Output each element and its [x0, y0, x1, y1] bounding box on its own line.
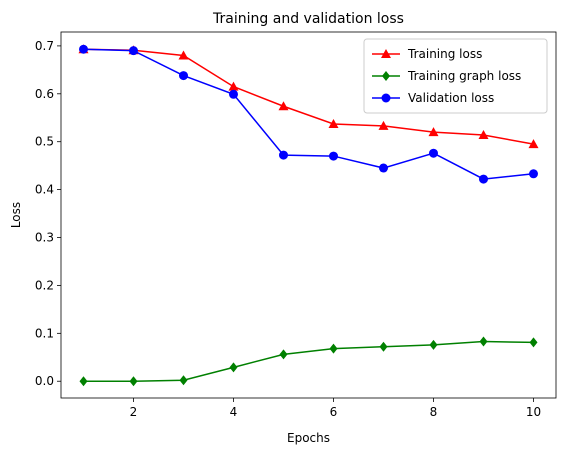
x-tick-label: 4 — [230, 405, 238, 419]
legend-marker — [382, 71, 390, 81]
data-point — [529, 337, 538, 348]
x-ticks: 2 4 6 8 10 — [130, 398, 541, 419]
data-point — [79, 44, 88, 54]
data-point — [328, 118, 339, 128]
legend-item: Validation loss — [372, 91, 494, 105]
data-point — [429, 148, 438, 158]
legend-label: Validation loss — [408, 91, 494, 105]
y-tick-label: 0.1 — [35, 326, 54, 340]
series-validation-loss — [79, 44, 538, 184]
legend-item: Training loss — [372, 47, 482, 61]
data-point — [528, 139, 539, 149]
data-point — [229, 362, 238, 373]
legend-box — [363, 38, 548, 114]
y-tick-label: 0.0 — [35, 374, 54, 388]
data-point — [329, 151, 338, 161]
series-line — [83, 48, 534, 180]
data-point — [229, 89, 238, 99]
y-tick-label: 0.5 — [35, 135, 54, 149]
data-point — [129, 376, 138, 387]
legend-item: Training graph loss — [372, 69, 521, 83]
data-point — [79, 376, 88, 387]
data-point — [278, 101, 289, 111]
data-point — [179, 71, 188, 81]
data-point — [529, 169, 538, 179]
legend-marker — [381, 93, 391, 103]
x-tick-label: 6 — [330, 405, 338, 419]
y-tick-label: 0.3 — [35, 231, 54, 245]
data-point — [279, 150, 288, 160]
plot-layer — [78, 44, 539, 387]
x-tick-label: 8 — [430, 405, 438, 419]
series-line — [83, 340, 534, 382]
series-training-graph-loss — [79, 336, 538, 387]
legend-label: Training graph loss — [407, 69, 521, 83]
y-tick-label: 0.7 — [35, 39, 54, 53]
legend-marker — [381, 49, 391, 58]
y-tick-label: 0.4 — [35, 183, 54, 197]
data-point — [228, 81, 239, 91]
data-point — [279, 349, 288, 360]
legend-label: Training loss — [407, 47, 482, 61]
data-point — [479, 174, 488, 184]
data-point — [478, 129, 489, 139]
y-tick-label: 0.2 — [35, 278, 54, 292]
data-point — [479, 336, 488, 347]
data-point — [178, 50, 189, 60]
data-point — [179, 375, 188, 386]
plot-frame — [60, 31, 557, 399]
series-line — [83, 48, 534, 145]
y-axis-label: Loss — [9, 202, 23, 228]
data-point — [129, 46, 138, 56]
data-point — [429, 339, 438, 350]
data-point — [378, 120, 389, 130]
y-ticks: 0.0 0.1 0.2 0.3 0.4 0.5 0.6 0.7 — [35, 39, 61, 388]
data-point — [329, 343, 338, 354]
data-point — [379, 341, 388, 352]
y-tick-label: 0.6 — [35, 87, 54, 101]
x-tick-label: 10 — [526, 405, 541, 419]
legend: Training loss Training graph loss Validati… — [363, 38, 548, 114]
data-point — [428, 127, 439, 137]
x-axis-label: Epochs — [287, 431, 330, 445]
x-tick-label: 2 — [130, 405, 138, 419]
data-point — [379, 163, 388, 173]
chart-title: Training and validation loss — [212, 11, 404, 27]
